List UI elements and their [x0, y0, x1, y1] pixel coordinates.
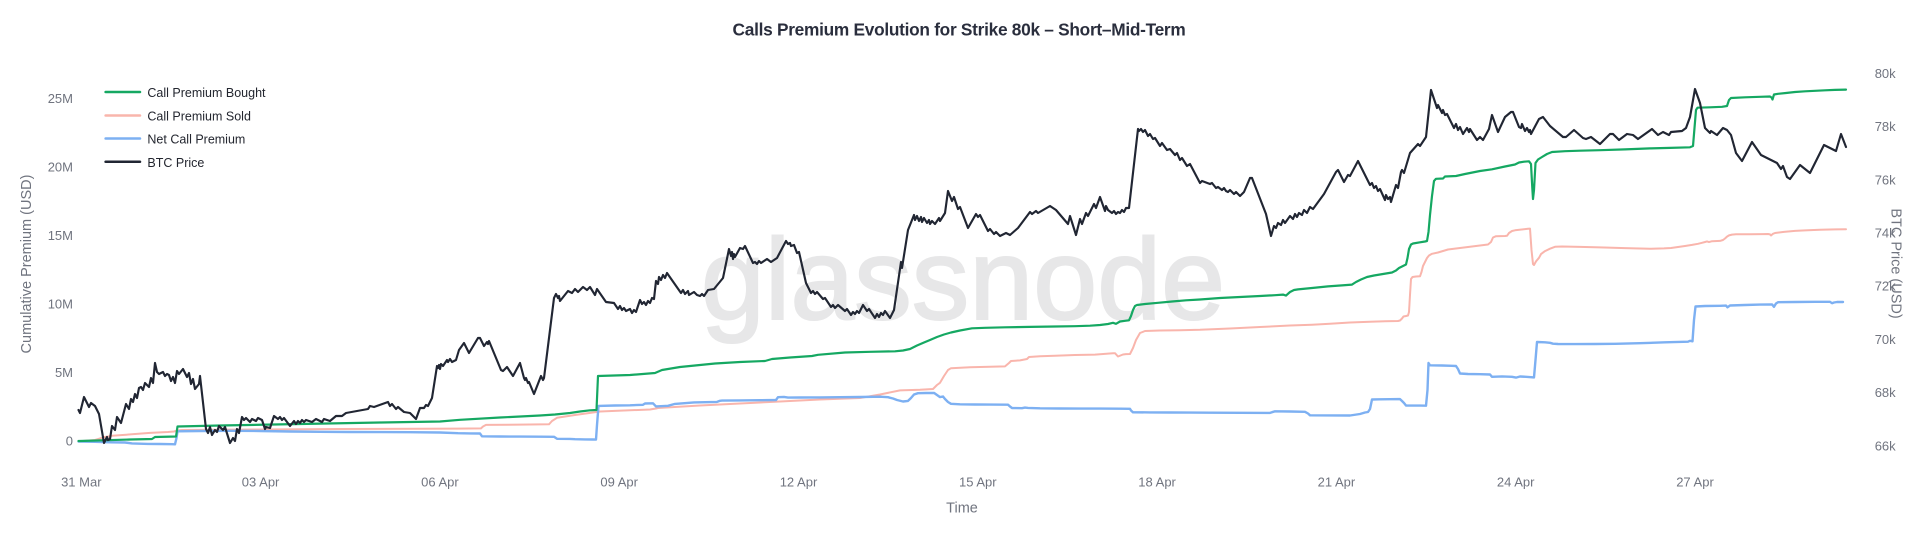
svg-text:5M: 5M	[55, 365, 73, 380]
svg-text:15 Apr: 15 Apr	[959, 474, 997, 489]
svg-text:0: 0	[66, 433, 73, 448]
svg-text:74k: 74k	[1875, 226, 1896, 241]
svg-text:27 Apr: 27 Apr	[1676, 474, 1714, 489]
svg-text:03 Apr: 03 Apr	[242, 474, 280, 489]
svg-text:18 Apr: 18 Apr	[1138, 474, 1176, 489]
svg-text:06 Apr: 06 Apr	[421, 474, 459, 489]
svg-text:20M: 20M	[48, 159, 73, 174]
svg-text:Net Call Premium: Net Call Premium	[147, 133, 245, 147]
svg-text:31 Mar: 31 Mar	[61, 474, 102, 489]
svg-text:Cumulative Premium (USD): Cumulative Premium (USD)	[19, 175, 35, 354]
svg-text:12 Apr: 12 Apr	[780, 474, 818, 489]
svg-text:15M: 15M	[48, 228, 73, 243]
svg-text:25M: 25M	[48, 91, 73, 106]
svg-text:80k: 80k	[1875, 66, 1896, 81]
svg-text:72k: 72k	[1875, 279, 1896, 294]
svg-text:Call Premium Sold: Call Premium Sold	[147, 110, 251, 124]
svg-text:10M: 10M	[48, 296, 73, 311]
svg-text:21 Apr: 21 Apr	[1318, 474, 1356, 489]
svg-text:Calls Premium Evolution for St: Calls Premium Evolution for Strike 80k –…	[733, 20, 1186, 40]
svg-text:68k: 68k	[1875, 385, 1896, 400]
svg-text:24 Apr: 24 Apr	[1497, 474, 1535, 489]
svg-text:glassnode: glassnode	[701, 216, 1225, 344]
svg-text:70k: 70k	[1875, 332, 1896, 347]
svg-text:BTC Price: BTC Price	[147, 156, 204, 170]
svg-text:78k: 78k	[1875, 119, 1896, 134]
svg-text:Time: Time	[946, 500, 978, 516]
svg-text:76k: 76k	[1875, 172, 1896, 187]
svg-text:09 Apr: 09 Apr	[600, 474, 638, 489]
svg-text:Call Premium Bought: Call Premium Bought	[147, 86, 266, 100]
svg-text:66k: 66k	[1875, 438, 1896, 453]
svg-text:BTC Price (USD): BTC Price (USD)	[1888, 208, 1904, 318]
